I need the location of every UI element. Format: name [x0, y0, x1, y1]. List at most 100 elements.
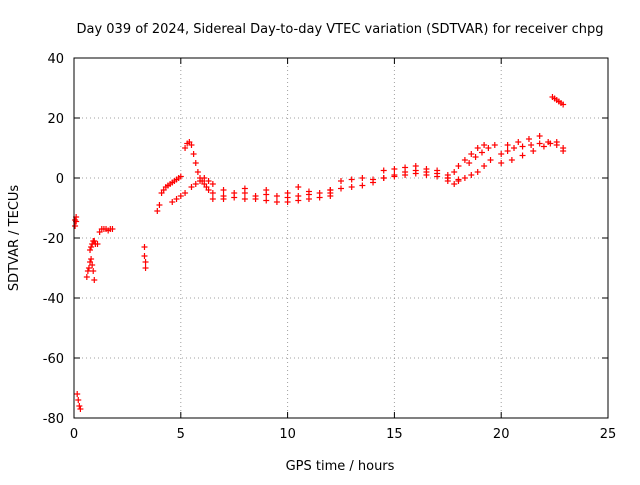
data-point — [434, 167, 441, 174]
data-point — [141, 244, 148, 250]
data-point — [515, 139, 522, 145]
data-point — [359, 182, 366, 189]
data-point — [472, 154, 479, 160]
y-tick-label: 20 — [47, 112, 64, 127]
data-point — [182, 190, 189, 196]
data-point — [295, 184, 302, 190]
x-tick-label: 15 — [386, 427, 403, 442]
y-tick-label: 40 — [47, 52, 64, 67]
data-point — [83, 274, 90, 280]
data-point — [252, 196, 259, 202]
data-point — [74, 391, 81, 397]
data-point — [72, 223, 79, 229]
data-point — [461, 157, 468, 163]
data-point — [455, 178, 462, 184]
data-point — [94, 241, 101, 247]
y-tick-label: -20 — [43, 232, 64, 247]
x-tick-label: 20 — [493, 427, 510, 442]
data-point — [370, 176, 377, 183]
data-point — [481, 163, 488, 169]
data-point — [241, 196, 248, 202]
data-point — [359, 175, 366, 181]
data-point — [316, 194, 323, 201]
data-point — [305, 188, 312, 195]
data-point — [173, 196, 180, 202]
data-point — [241, 185, 248, 192]
data-point — [478, 149, 485, 156]
data-point — [87, 247, 94, 253]
data-point — [201, 175, 208, 181]
data-point — [402, 164, 409, 171]
data-point — [481, 142, 488, 148]
data-point — [412, 163, 419, 169]
data-point — [504, 148, 511, 154]
data-point — [327, 193, 334, 199]
data-point — [536, 140, 543, 147]
data-point — [231, 194, 238, 201]
y-tick-label: -40 — [43, 292, 64, 307]
data-point — [188, 142, 195, 148]
data-point — [487, 157, 494, 163]
data-point — [109, 226, 116, 232]
data-point — [402, 172, 409, 178]
data-point — [91, 277, 98, 283]
data-point — [305, 196, 312, 202]
data-point — [284, 199, 291, 205]
data-point — [466, 160, 473, 166]
data-point — [156, 202, 163, 208]
data-point — [142, 265, 149, 271]
data-point — [380, 175, 387, 181]
data-point — [391, 166, 398, 172]
data-point — [76, 403, 83, 409]
data-point — [154, 208, 161, 214]
data-point — [89, 262, 96, 268]
data-point — [220, 196, 227, 202]
data-point — [348, 176, 355, 183]
data-point — [142, 259, 149, 265]
data-point — [169, 199, 176, 205]
data-point — [498, 151, 505, 157]
data-point — [177, 193, 184, 199]
x-tick-label: 5 — [177, 427, 185, 442]
data-point — [547, 140, 554, 147]
data-point — [540, 143, 547, 150]
data-point — [528, 142, 535, 148]
x-tick-label: 10 — [279, 427, 296, 442]
data-point — [338, 178, 344, 184]
data-point — [491, 142, 498, 148]
data-point — [295, 197, 302, 204]
data-point — [182, 145, 189, 151]
data-point — [84, 268, 91, 274]
data-point — [451, 181, 458, 187]
data-point — [530, 148, 537, 154]
data-point — [177, 173, 184, 180]
y-tick-label: -80 — [43, 412, 64, 427]
data-point — [553, 139, 560, 145]
data-point — [474, 169, 481, 175]
data-point — [220, 187, 227, 193]
data-point — [273, 193, 280, 199]
data-point — [504, 142, 511, 148]
data-point — [188, 184, 195, 190]
data-point — [190, 151, 197, 157]
data-point — [194, 169, 201, 175]
axis-ticks: 0 5 10 15 20 25 -80 -60 -40 -20 0 20 40 — [43, 52, 617, 442]
data-point — [205, 178, 212, 184]
data-point — [423, 166, 430, 172]
data-point — [434, 173, 441, 180]
data-point — [423, 172, 430, 178]
data-point — [412, 170, 419, 177]
data-point — [380, 167, 387, 174]
data-point — [468, 172, 475, 178]
data-point — [85, 265, 92, 271]
y-tick-label: -60 — [43, 352, 64, 367]
data-point — [536, 133, 543, 139]
data-point — [519, 143, 526, 150]
data-point — [560, 148, 567, 154]
y-axis-label: SDTVAR / TECUs — [7, 185, 22, 292]
data-point — [209, 196, 216, 202]
data-point — [508, 157, 515, 163]
x-tick-label: 25 — [600, 427, 617, 442]
data-point — [90, 268, 97, 274]
